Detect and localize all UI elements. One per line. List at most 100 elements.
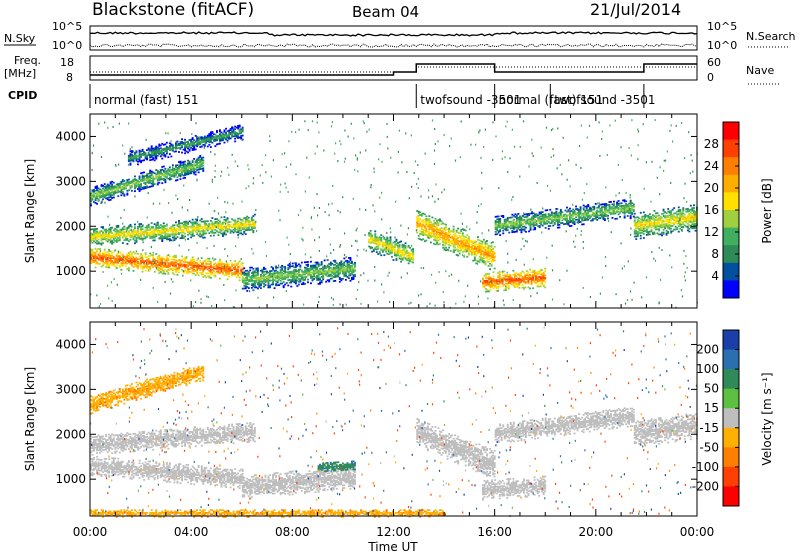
echo-cell	[566, 214, 568, 217]
echo-cell	[156, 227, 159, 229]
echo-cell	[171, 268, 174, 270]
echo-cell	[111, 260, 114, 262]
echo-cell	[566, 210, 568, 213]
echo-cell	[445, 223, 448, 226]
echo-cell	[241, 226, 244, 229]
echo-cell	[111, 194, 114, 197]
echo-cell	[194, 171, 197, 173]
echo-cell	[199, 136, 202, 139]
echo-cell	[193, 264, 196, 267]
echo-cell	[173, 273, 176, 276]
echo-cell	[368, 241, 371, 244]
echo-cell	[99, 257, 102, 260]
echo-cell	[144, 181, 147, 184]
echo-cell	[132, 156, 135, 159]
echo-cell	[165, 258, 168, 260]
echo-cell	[348, 266, 350, 269]
echo-cell	[202, 230, 205, 232]
echo-cell	[108, 199, 111, 202]
echo-cell	[275, 265, 278, 268]
echo-cell	[126, 181, 129, 184]
echo-cell	[191, 141, 194, 143]
echo-cell	[564, 223, 567, 225]
echo-cell	[158, 145, 161, 147]
echo-cell	[448, 240, 451, 242]
echo-cell	[329, 275, 332, 277]
echo-cell	[332, 264, 335, 266]
freq-panel: Freq. [MHz] 18 8 60 0 Nave	[4, 54, 780, 85]
echo-cell	[222, 136, 224, 139]
echo-cell	[522, 225, 524, 228]
echo-cell	[132, 230, 135, 233]
echo-cell	[288, 273, 291, 276]
echo-cell	[516, 285, 519, 288]
echo-cell	[293, 278, 296, 281]
echo-cell	[540, 220, 543, 223]
echo-cell	[225, 138, 228, 141]
echo-cell	[454, 235, 457, 238]
echo-cell	[240, 137, 243, 140]
echo-cell	[193, 225, 196, 228]
echo-cell	[219, 266, 221, 269]
echo-cell	[132, 234, 135, 237]
echo-cell	[173, 150, 176, 153]
echo-cell	[484, 248, 487, 251]
echo-cell	[190, 162, 193, 165]
echo-cell	[417, 235, 420, 237]
echo-cell	[188, 164, 191, 167]
echo-cell	[220, 265, 223, 268]
echo-cell	[504, 289, 507, 292]
echo-cell	[149, 234, 152, 237]
echo-cell	[484, 263, 487, 266]
echo-cell	[162, 270, 165, 272]
echo-cell	[434, 223, 437, 226]
echo-cell	[302, 272, 305, 275]
echo-cell	[115, 257, 118, 260]
echo-cell	[576, 221, 579, 224]
echo-cell	[313, 278, 316, 280]
echo-cell	[106, 186, 109, 189]
echo-cell	[246, 290, 249, 292]
echo-cell	[165, 141, 168, 144]
echo-cell	[109, 236, 112, 239]
echo-cell	[407, 258, 410, 261]
echo-cell	[293, 274, 296, 277]
echo-cell	[141, 153, 144, 155]
echo-cell	[338, 280, 341, 283]
echo-cell	[126, 228, 129, 230]
echo-cell	[492, 260, 495, 262]
echo-cell	[348, 270, 350, 273]
echo-cell	[276, 281, 279, 284]
echo-cell	[114, 192, 117, 194]
echo-cell	[523, 213, 526, 216]
echo-cell	[214, 218, 217, 221]
echo-cell	[223, 130, 226, 133]
echo-cell	[436, 222, 438, 225]
echo-cell	[105, 230, 108, 232]
echo-cell	[344, 274, 347, 277]
echo-cell	[526, 277, 528, 279]
echo-cell	[187, 227, 190, 230]
echo-cell	[311, 271, 314, 274]
nave-tick-high: 60	[707, 56, 721, 69]
echo-cell	[234, 222, 237, 224]
echo-cell	[434, 230, 437, 232]
echo-cell	[566, 220, 568, 222]
echo-cell	[184, 148, 187, 151]
echo-cell	[129, 236, 132, 238]
echo-cell	[260, 273, 262, 276]
echo-cell	[305, 270, 308, 273]
echo-cell	[200, 266, 203, 269]
echo-cell	[202, 232, 205, 235]
echo-cell	[211, 232, 214, 234]
echo-cell	[134, 175, 136, 178]
echo-cell	[467, 249, 470, 252]
echo-cell	[537, 218, 540, 221]
echo-cell	[202, 269, 205, 272]
echo-cell	[206, 140, 209, 142]
echo-cell	[439, 242, 441, 245]
echo-cell	[247, 271, 250, 273]
echo-cell	[331, 277, 334, 280]
echo-cell	[118, 255, 121, 258]
echo-cell	[244, 272, 247, 275]
